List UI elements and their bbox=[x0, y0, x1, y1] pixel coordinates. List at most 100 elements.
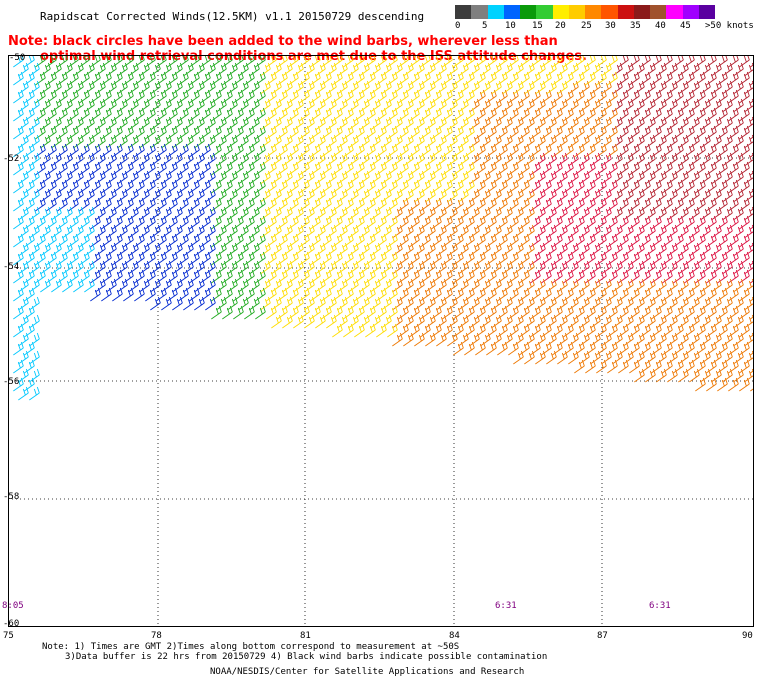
wind-barb bbox=[244, 215, 255, 230]
wind-barb bbox=[79, 143, 90, 158]
wind-barb bbox=[431, 55, 442, 68]
wind-barb bbox=[337, 224, 348, 239]
wind-barb bbox=[513, 278, 524, 293]
wind-barb bbox=[497, 107, 508, 122]
wind-barb bbox=[51, 224, 62, 239]
wind-barb bbox=[123, 71, 134, 86]
wind-barb bbox=[568, 62, 579, 77]
wind-barb bbox=[722, 296, 733, 311]
wind-barb bbox=[601, 224, 612, 239]
wind-barb bbox=[425, 260, 436, 275]
wind-barb bbox=[744, 332, 754, 347]
wind-barb bbox=[112, 179, 123, 194]
wind-barb bbox=[728, 107, 739, 122]
wind-barb bbox=[425, 206, 436, 221]
wind-barb bbox=[101, 197, 112, 212]
wind-barb bbox=[420, 233, 431, 248]
wind-barb bbox=[552, 215, 563, 230]
wind-barb bbox=[24, 269, 35, 284]
wind-barb bbox=[475, 305, 486, 320]
wind-barb bbox=[84, 278, 95, 293]
wind-barb bbox=[161, 116, 172, 131]
wind-barb bbox=[629, 143, 640, 158]
wind-barb bbox=[458, 332, 469, 347]
wind-barb bbox=[673, 71, 684, 86]
wind-barb bbox=[436, 170, 447, 185]
wind-barb bbox=[502, 62, 513, 77]
wind-barb bbox=[607, 197, 618, 212]
wind-barb bbox=[189, 55, 200, 68]
wind-barb bbox=[139, 224, 150, 239]
wind-barb bbox=[717, 287, 728, 302]
wind-barb bbox=[618, 269, 629, 284]
wind-barb bbox=[57, 233, 68, 248]
wind-barb bbox=[145, 287, 156, 302]
wind-barb bbox=[277, 215, 288, 230]
wind-barb bbox=[18, 278, 29, 293]
wind-barb bbox=[35, 125, 46, 140]
wind-barb bbox=[299, 143, 310, 158]
wind-barb bbox=[348, 116, 359, 131]
wind-barb bbox=[403, 152, 414, 167]
wind-barb bbox=[194, 62, 205, 77]
wind-barb bbox=[40, 206, 51, 221]
wind-barb bbox=[359, 242, 370, 257]
wind-barb bbox=[178, 161, 189, 176]
wind-barb bbox=[73, 134, 84, 149]
legend-label-5: 5 bbox=[482, 21, 488, 31]
wind-barb bbox=[183, 296, 194, 311]
wind-barb bbox=[183, 278, 194, 293]
wind-barb bbox=[244, 125, 255, 140]
wind-barb bbox=[211, 125, 222, 140]
wind-barb bbox=[310, 251, 321, 266]
wind-barb bbox=[662, 89, 673, 104]
wind-barb bbox=[337, 62, 348, 77]
wind-barb bbox=[35, 143, 46, 158]
wind-barb bbox=[266, 55, 277, 68]
wind-barb bbox=[607, 143, 618, 158]
wind-barb bbox=[216, 80, 227, 95]
lon-label: 84 bbox=[449, 631, 460, 641]
lon-label: 90 bbox=[742, 631, 753, 641]
legend-swatch bbox=[650, 5, 667, 19]
wind-barb bbox=[563, 269, 574, 284]
wind-barb bbox=[112, 71, 123, 86]
lon-label: 75 bbox=[3, 631, 14, 641]
wind-barb bbox=[343, 233, 354, 248]
wind-barb bbox=[200, 125, 211, 140]
wind-barb bbox=[183, 206, 194, 221]
wind-barb bbox=[29, 80, 40, 95]
wind-barb bbox=[711, 98, 722, 113]
wind-barb bbox=[667, 332, 678, 347]
wind-barb bbox=[508, 269, 519, 284]
wind-barb bbox=[502, 188, 513, 203]
wind-barb bbox=[293, 296, 304, 311]
wind-barb bbox=[409, 287, 420, 302]
wind-barb bbox=[381, 314, 392, 329]
wind-barb bbox=[651, 233, 662, 248]
wind-barb bbox=[326, 314, 337, 329]
wind-barb bbox=[447, 332, 458, 347]
wind-barb bbox=[634, 98, 645, 113]
wind-barb bbox=[722, 224, 733, 239]
wind-barb bbox=[139, 170, 150, 185]
wind-barb bbox=[68, 71, 79, 86]
wind-barb bbox=[106, 278, 117, 293]
wind-barb bbox=[667, 152, 678, 167]
wind-barb bbox=[711, 62, 722, 77]
wind-barb bbox=[728, 89, 739, 104]
wind-barb bbox=[442, 125, 453, 140]
wind-barb bbox=[750, 171, 754, 176]
wind-barb bbox=[645, 368, 656, 383]
wind-barb bbox=[739, 359, 750, 374]
legend-swatch bbox=[520, 5, 537, 19]
wind-barb bbox=[101, 55, 112, 68]
wind-barb bbox=[508, 125, 519, 140]
wind-barb bbox=[216, 62, 227, 77]
wind-barb bbox=[502, 224, 513, 239]
wind-barb bbox=[62, 152, 73, 167]
wind-barb bbox=[73, 170, 84, 185]
wind-barb bbox=[557, 134, 568, 149]
wind-barb bbox=[172, 170, 183, 185]
wind-barb bbox=[442, 55, 453, 68]
